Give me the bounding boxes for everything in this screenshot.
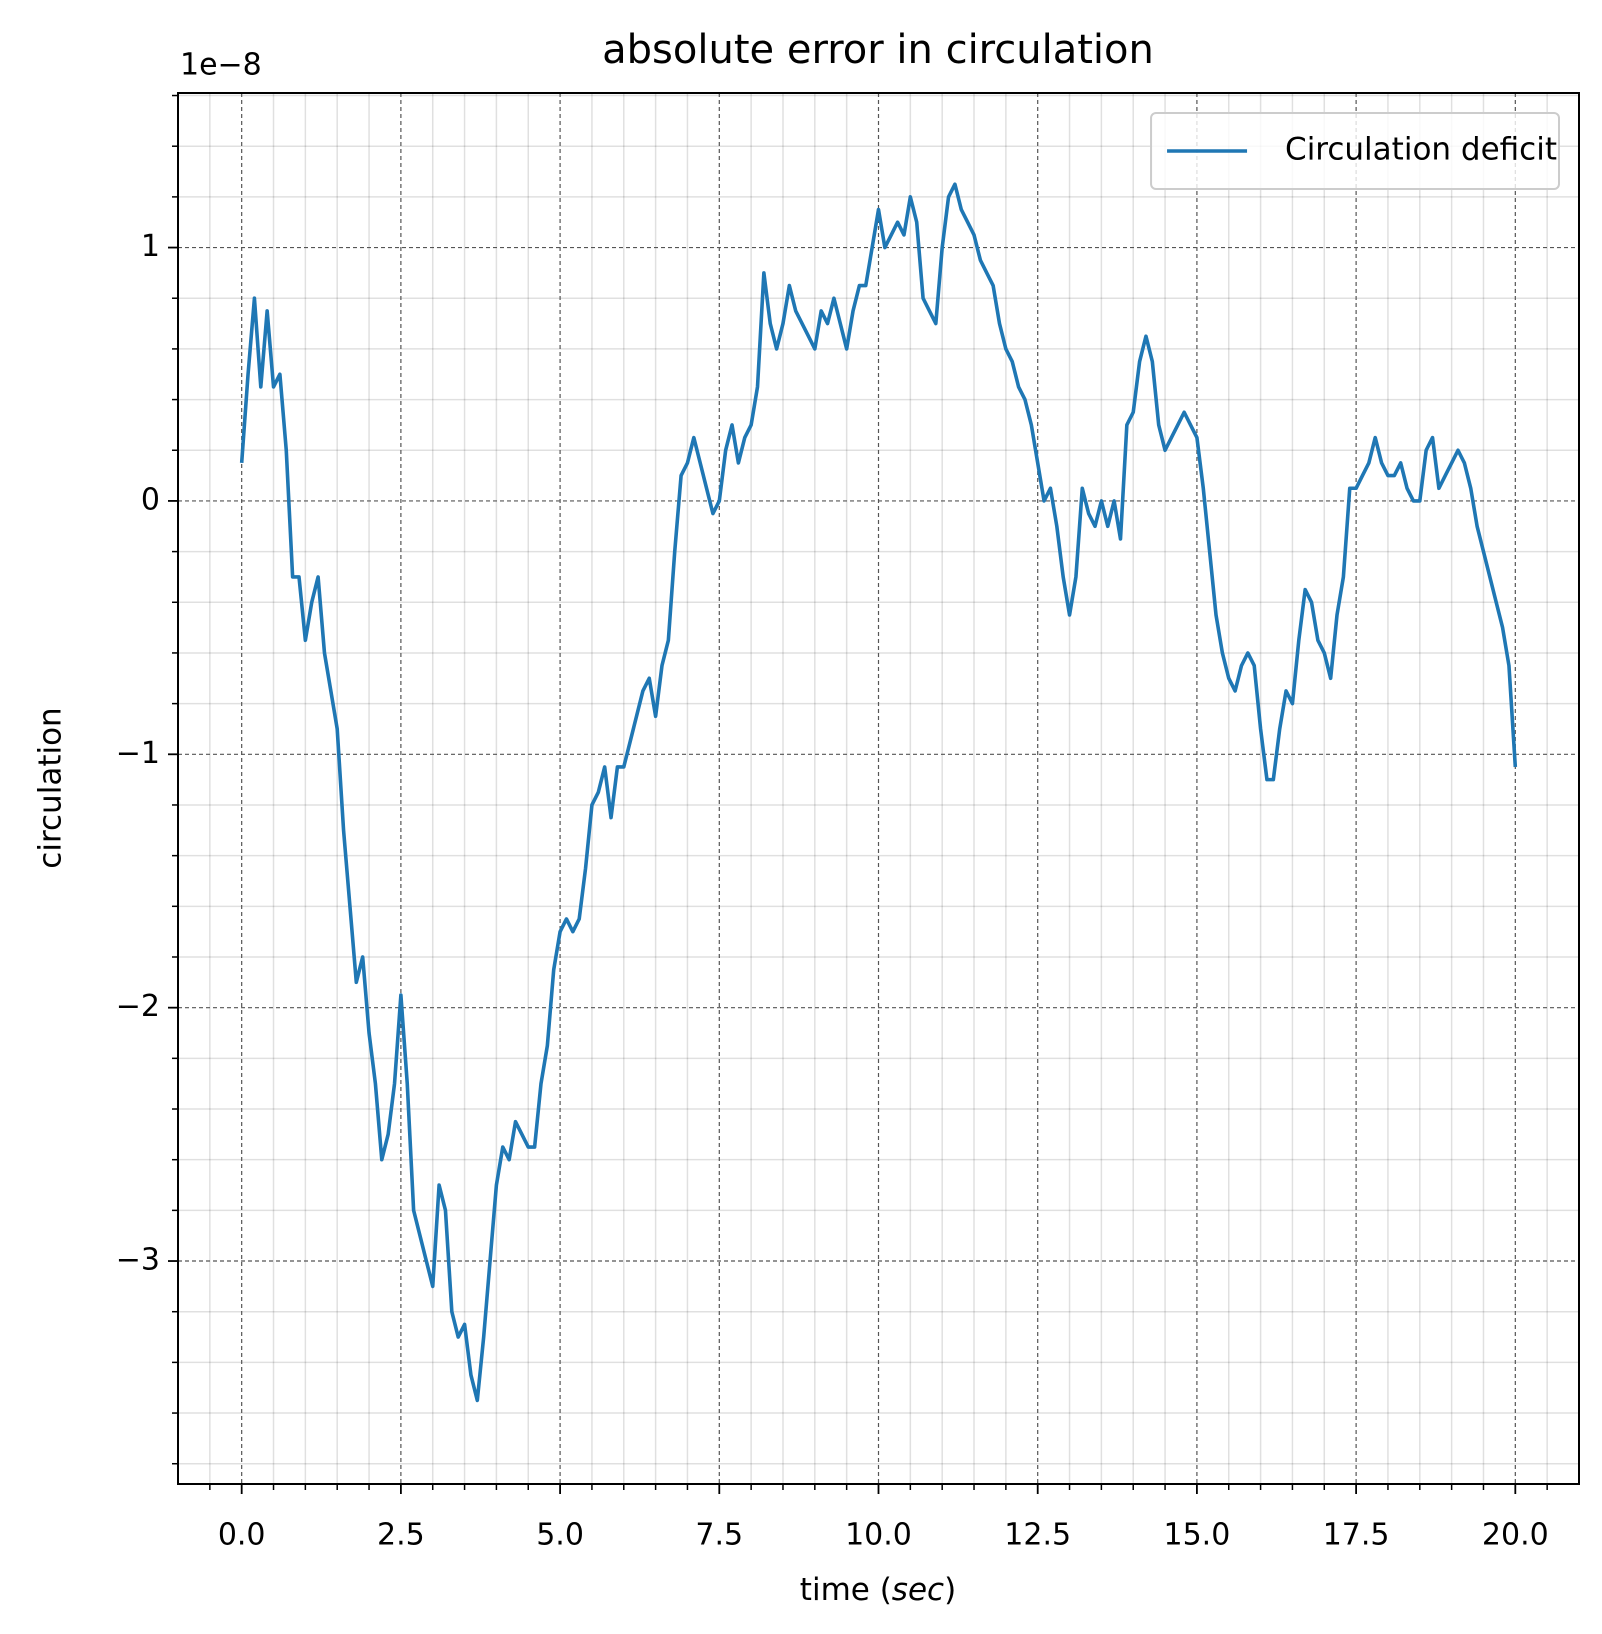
x-tick-label: 20.0 xyxy=(1482,1518,1549,1553)
y-tick-label: 1 xyxy=(141,229,160,264)
y-tick-label: −2 xyxy=(116,989,160,1024)
x-tick-label: 7.5 xyxy=(695,1518,743,1553)
x-axis-label-part: ) xyxy=(944,1572,956,1608)
legend: Circulation deficit xyxy=(1150,112,1560,190)
line-series xyxy=(239,182,1518,1403)
plot-frame xyxy=(177,92,1580,1485)
legend-box xyxy=(1150,112,1560,190)
chart-title: absolute error in circulation xyxy=(602,27,1154,73)
y-axis-label: circulation xyxy=(33,707,69,868)
y-offset-label: 1e−8 xyxy=(180,48,262,83)
x-tick-label: 15.0 xyxy=(1164,1518,1231,1553)
y-tick-label: −3 xyxy=(116,1243,160,1278)
x-axis-label: time (sec) xyxy=(800,1572,956,1608)
x-tick-label: 10.0 xyxy=(845,1518,912,1553)
y-tick-label: 0 xyxy=(141,482,160,517)
legend-label: Circulation deficit xyxy=(1285,132,1557,168)
x-tick-label: 12.5 xyxy=(1004,1518,1071,1553)
x-axis-label-part: sec xyxy=(892,1572,944,1608)
x-tick-label: 5.0 xyxy=(536,1518,584,1553)
x-tick-label: 2.5 xyxy=(377,1518,425,1553)
x-tick-label: 17.5 xyxy=(1323,1518,1390,1553)
x-axis-label-part: time ( xyxy=(800,1572,892,1608)
x-tick-label: 0.0 xyxy=(218,1518,266,1553)
y-tick-label: −1 xyxy=(116,736,160,771)
